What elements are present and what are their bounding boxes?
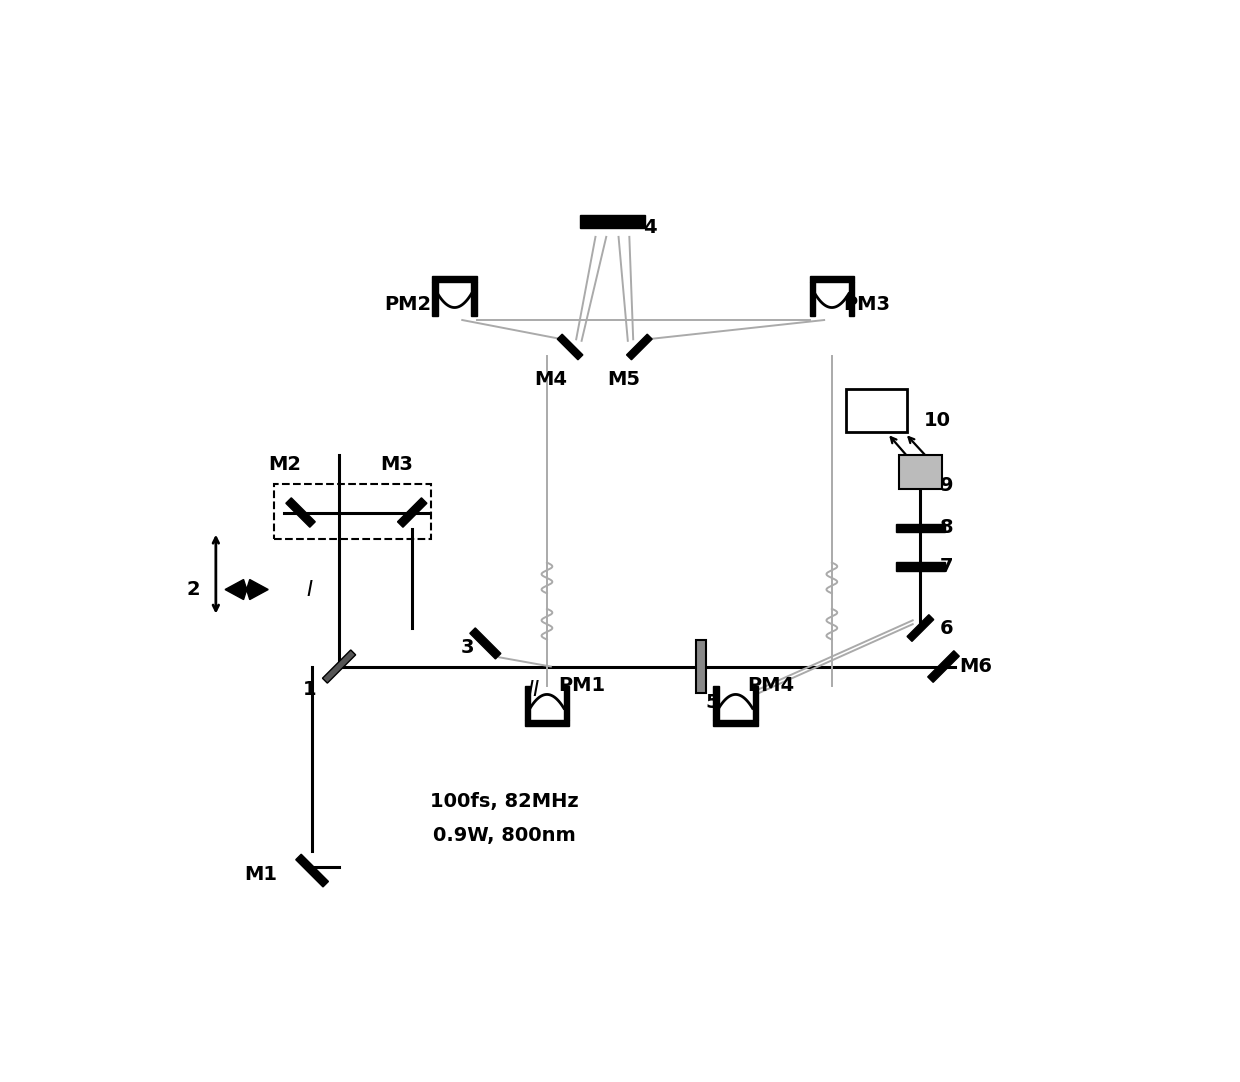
Bar — [525, 686, 529, 721]
Bar — [580, 214, 645, 227]
Text: 100fs, 82MHz: 100fs, 82MHz — [430, 792, 579, 810]
Text: PM3: PM3 — [843, 295, 890, 314]
Text: M6: M6 — [959, 657, 992, 676]
Bar — [713, 686, 719, 721]
Bar — [846, 390, 908, 432]
Text: PM1: PM1 — [558, 676, 605, 696]
Text: I: I — [306, 580, 312, 599]
Text: M5: M5 — [608, 370, 640, 390]
Text: 3: 3 — [460, 637, 474, 657]
Bar — [810, 276, 854, 281]
Polygon shape — [557, 334, 583, 360]
Bar — [849, 281, 854, 316]
Bar — [899, 454, 942, 489]
Polygon shape — [928, 650, 960, 683]
Bar — [433, 281, 438, 316]
Bar — [274, 484, 432, 540]
Bar — [471, 281, 477, 316]
Bar — [753, 686, 758, 721]
Text: 10: 10 — [924, 411, 951, 430]
Polygon shape — [470, 628, 501, 659]
Bar — [895, 524, 945, 532]
Text: 8: 8 — [940, 518, 954, 538]
Text: 6: 6 — [940, 619, 954, 637]
Bar — [433, 276, 477, 281]
Bar — [525, 721, 569, 726]
Polygon shape — [908, 615, 934, 642]
Text: M2: M2 — [269, 456, 301, 474]
Text: 1: 1 — [303, 681, 316, 699]
Polygon shape — [286, 498, 315, 527]
Bar — [696, 639, 707, 694]
Text: PM4: PM4 — [748, 676, 795, 696]
Text: M3: M3 — [381, 456, 413, 474]
Polygon shape — [226, 580, 268, 599]
Polygon shape — [626, 334, 652, 360]
Text: 7: 7 — [940, 557, 954, 576]
Text: 5: 5 — [706, 694, 719, 712]
Text: 0.9W, 800nm: 0.9W, 800nm — [433, 827, 575, 845]
Bar — [895, 563, 945, 570]
Polygon shape — [296, 855, 329, 887]
Bar — [564, 686, 569, 721]
Bar — [810, 281, 815, 316]
Polygon shape — [398, 498, 427, 527]
Text: 9: 9 — [940, 476, 954, 496]
Text: 2: 2 — [187, 580, 201, 599]
Text: II: II — [528, 679, 539, 700]
Text: M4: M4 — [534, 370, 567, 390]
Polygon shape — [322, 650, 356, 683]
Text: M1: M1 — [244, 865, 278, 884]
Bar — [713, 721, 758, 726]
Text: PM2: PM2 — [384, 295, 432, 314]
Text: 4: 4 — [644, 219, 657, 237]
